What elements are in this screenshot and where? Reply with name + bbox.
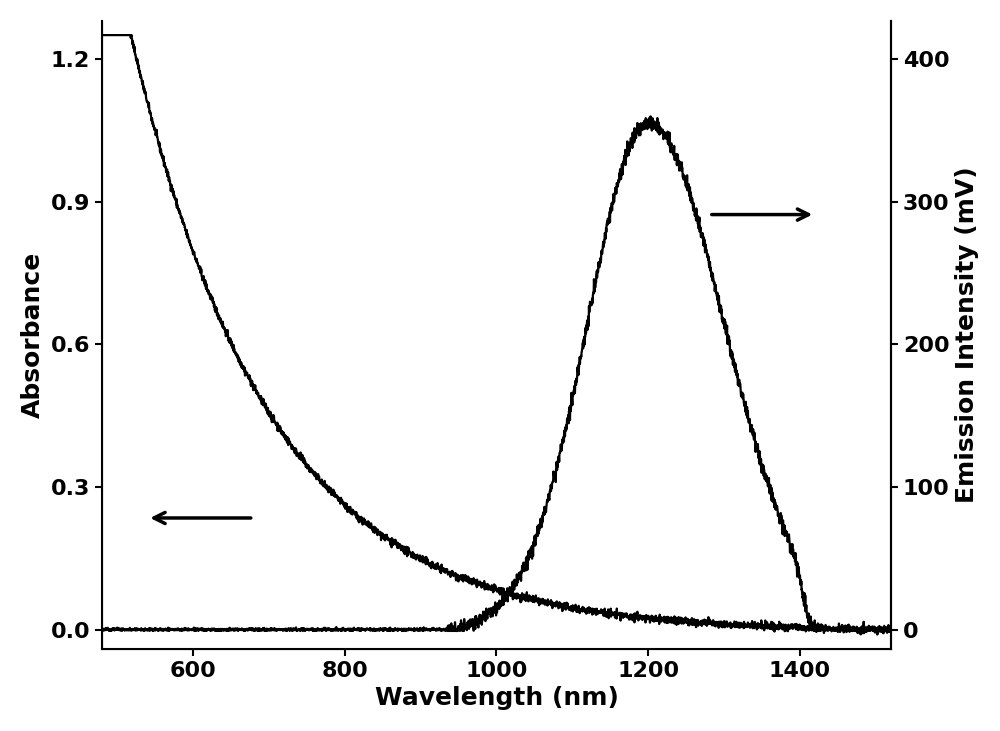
X-axis label: Wavelength (nm): Wavelength (nm) [375,686,618,711]
Y-axis label: Absorbance: Absorbance [21,251,45,418]
Y-axis label: Emission Intensity (mV): Emission Intensity (mV) [955,167,979,503]
